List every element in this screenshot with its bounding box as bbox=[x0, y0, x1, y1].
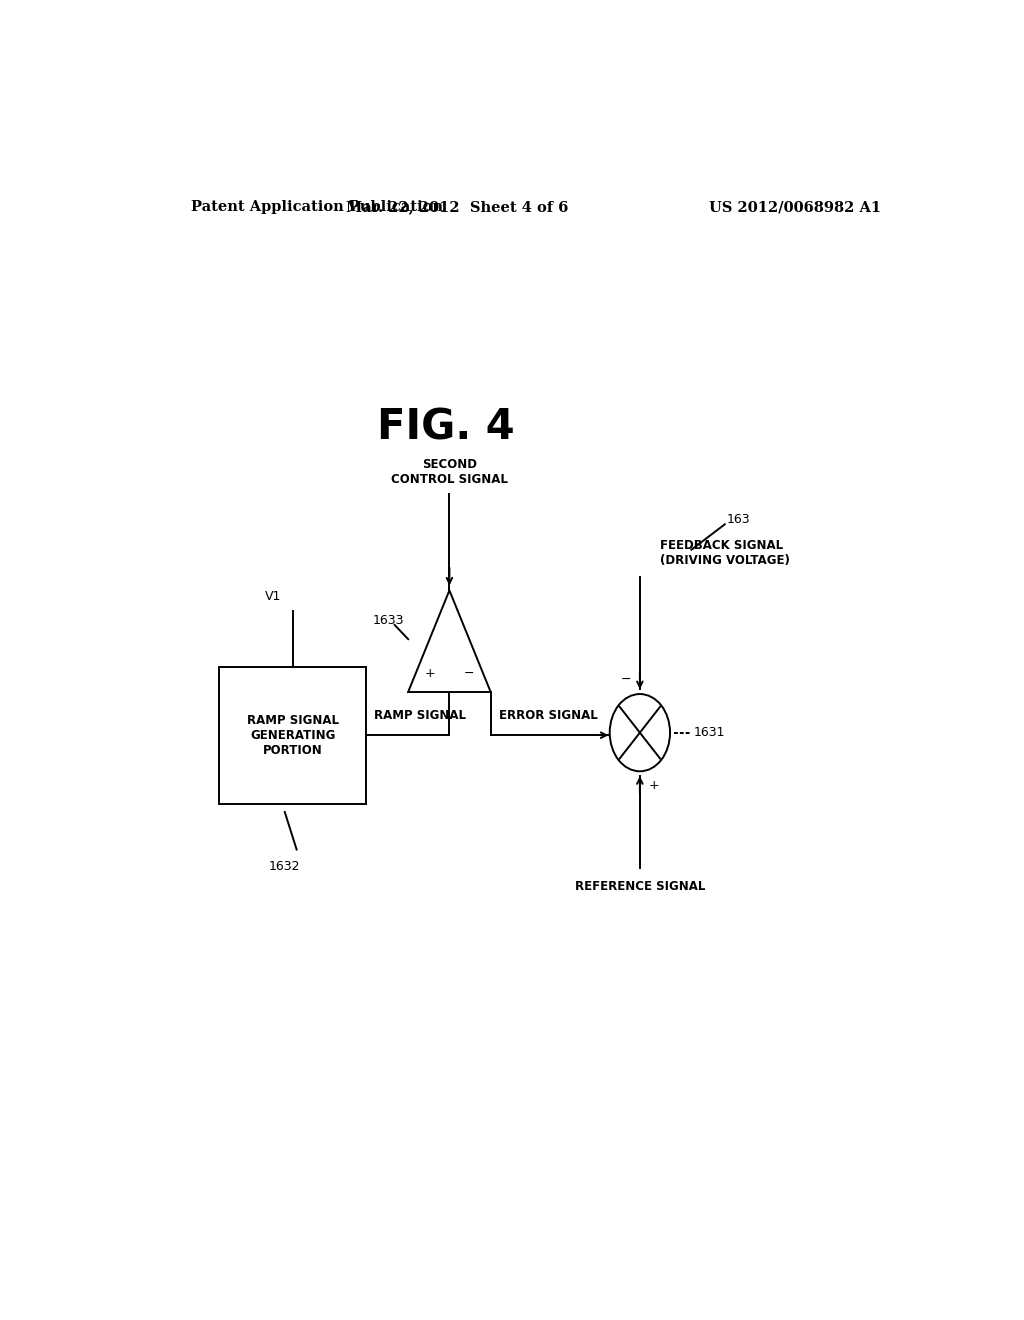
Text: 1633: 1633 bbox=[373, 614, 403, 627]
Text: +: + bbox=[649, 779, 659, 792]
Text: 1631: 1631 bbox=[694, 726, 725, 739]
Text: SECOND
CONTROL SIGNAL: SECOND CONTROL SIGNAL bbox=[391, 458, 508, 486]
Bar bbox=[219, 667, 367, 804]
Text: RAMP SIGNAL
GENERATING
PORTION: RAMP SIGNAL GENERATING PORTION bbox=[247, 714, 339, 756]
Text: FEEDBACK SIGNAL
(DRIVING VOLTAGE): FEEDBACK SIGNAL (DRIVING VOLTAGE) bbox=[659, 539, 790, 568]
Text: ERROR SIGNAL: ERROR SIGNAL bbox=[499, 709, 597, 722]
Text: −: − bbox=[621, 673, 631, 686]
Text: FIG. 4: FIG. 4 bbox=[377, 407, 514, 449]
Text: 1632: 1632 bbox=[269, 859, 300, 873]
Circle shape bbox=[609, 694, 670, 771]
Text: Patent Application Publication: Patent Application Publication bbox=[191, 201, 443, 214]
Text: RAMP SIGNAL: RAMP SIGNAL bbox=[374, 709, 466, 722]
Text: V1: V1 bbox=[264, 590, 281, 602]
Text: REFERENCE SIGNAL: REFERENCE SIGNAL bbox=[574, 880, 706, 894]
Text: +: + bbox=[425, 667, 435, 680]
Text: 163: 163 bbox=[727, 512, 751, 525]
Text: −: − bbox=[463, 667, 474, 680]
Text: US 2012/0068982 A1: US 2012/0068982 A1 bbox=[709, 201, 881, 214]
Text: Mar. 22, 2012  Sheet 4 of 6: Mar. 22, 2012 Sheet 4 of 6 bbox=[346, 201, 568, 214]
Polygon shape bbox=[409, 590, 490, 692]
